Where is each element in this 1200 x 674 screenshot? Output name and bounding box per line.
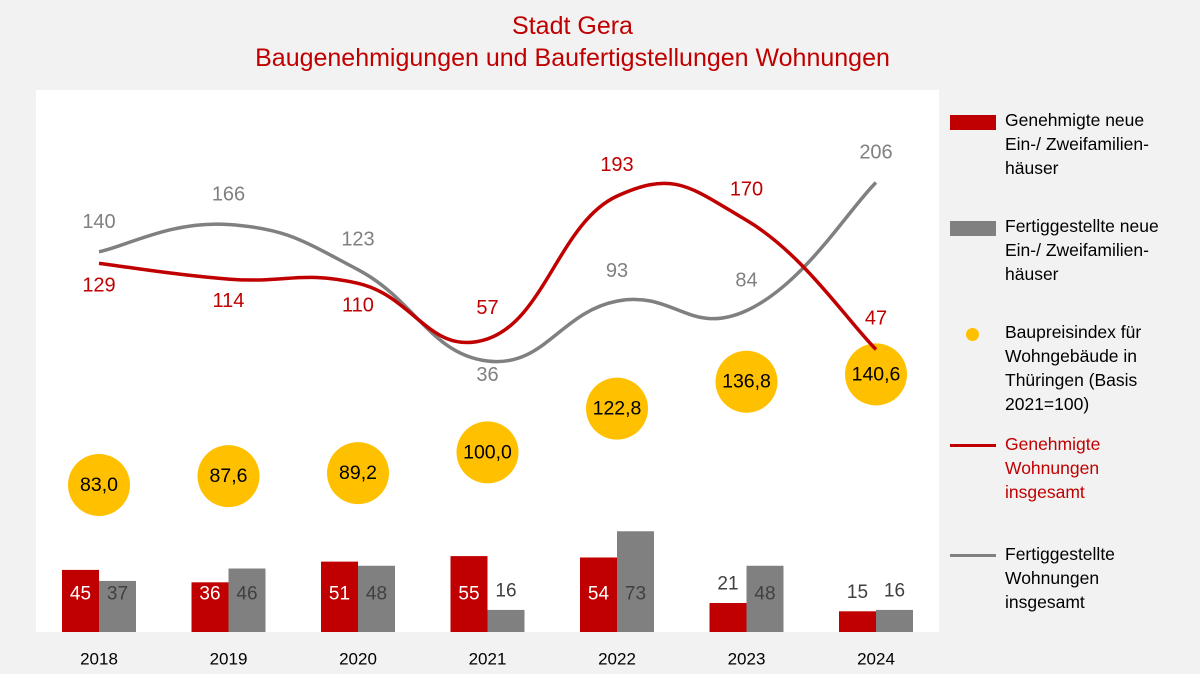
legend-symbol-line [950,444,996,447]
line-label-genehmigt-2019: 114 [213,290,245,312]
legend-text-line: insgesamt [1005,592,1085,612]
line-label-fertig-2018: 140 [82,211,115,233]
legend-text-line: Genehmigte [1005,434,1101,454]
line-label-genehmigt-2022: 193 [600,154,633,176]
bar-label-genehmigt-2020: 51 [329,584,350,605]
bar-label-fertig-2023: 48 [754,584,775,605]
bar-fertig-2021 [487,609,525,632]
legend-text-line: Wohnungen [1005,458,1100,478]
line-label-fertig-2024: 206 [859,142,892,164]
index-label-2023: 136,8 [722,371,771,393]
chart-title-line1: Stadt Gera [512,12,633,40]
index-label-2024: 140,6 [852,363,901,385]
index-label-2021: 100,0 [463,441,512,463]
bar-fertig-2020 [358,565,395,632]
x-tick-2020: 2020 [339,650,377,669]
line-fertiggestellte-wohnungen [98,181,878,364]
index-dot-2022 [586,377,648,440]
bar-genehmigt-2023 [709,603,747,632]
bar-label-fertig-2020: 48 [366,584,387,605]
bar-genehmigt-2019 [191,582,229,632]
x-tick-2022: 2022 [598,650,636,669]
x-tick-2018: 2018 [80,650,118,669]
index-dot-2023 [715,350,778,413]
legend-symbol-bar [950,221,996,236]
legend-text-line: Genehmigte neue [1005,110,1145,130]
legend-text-line: häuser [1005,264,1059,284]
index-label-2020: 89,2 [339,462,377,484]
bar-label-genehmigt-2024: 15 [847,582,868,603]
bar-label-fertig-2024: 16 [884,580,905,601]
bar-genehmigt-2021 [450,556,488,632]
bar-label-genehmigt-2022: 54 [588,584,610,605]
index-label-2019: 87,6 [210,465,248,487]
line-label-fertig-2023: 84 [735,270,757,292]
bar-fertig-2022 [617,531,654,632]
legend-text-line: Baupreisindex für [1005,322,1142,342]
line-label-fertig-2020: 123 [341,229,374,251]
legend-symbol-bar [950,115,996,130]
line-label-fertig-2019: 166 [212,184,245,206]
bar-label-fertig-2021: 16 [495,580,516,601]
index-label-2022: 122,8 [593,398,642,420]
bar-genehmigt-2024 [839,611,876,632]
bar-label-genehmigt-2021: 55 [458,584,479,605]
bar-label-genehmigt-2023: 21 [717,574,738,595]
bar-label-genehmigt-2018: 45 [70,584,91,605]
line-label-genehmigt-2024: 47 [865,307,887,329]
legend-text-line: Wohnungen [1005,568,1100,588]
legend: Genehmigte neue Ein-/ Zweifamilien-häuser… [950,0,1200,674]
x-tick-2024: 2024 [857,650,895,669]
line-label-genehmigt-2023: 170 [730,178,763,200]
bar-fertig-2023 [746,565,784,632]
legend-symbol-line [950,554,996,557]
legend-text-line: Fertiggestellte [1005,544,1115,564]
legend-text-line: Ein-/ Zweifamilien- [1005,240,1149,260]
bar-fertig-2019 [228,568,266,632]
index-label-2018: 83,0 [80,474,118,496]
x-tick-2019: 2019 [210,650,248,669]
bar-label-fertig-2022: 73 [625,584,646,605]
index-dot-2018 [68,454,130,516]
bar-label-fertig-2019: 46 [236,584,257,605]
chart-title-line2: Baugenehmigungen und Baufertigstellungen… [255,44,890,72]
legend-text-line: Wohngebäude in [1005,346,1138,366]
legend-text-line: 2021=100) [1005,394,1090,414]
x-tick-2023: 2023 [728,650,766,669]
bar-label-genehmigt-2019: 36 [199,584,220,605]
x-tick-2021: 2021 [469,650,507,669]
legend-symbol-dot [966,328,979,341]
line-label-fertig-2022: 93 [606,260,628,282]
legend-text-line: Ein-/ Zweifamilien- [1005,134,1149,154]
index-dot-2019 [197,445,260,508]
line-label-genehmigt-2018: 129 [82,274,115,296]
legend-text-line: häuser [1005,158,1059,178]
legend-text-line: Fertiggestellte neue [1005,216,1159,236]
index-dot-2024 [845,343,907,406]
chart-title: Stadt Gera Baugenehmigungen und Bauferti… [0,10,1145,74]
legend-text-line: Thüringen (Basis [1005,370,1138,390]
line-label-genehmigt-2021: 57 [476,297,498,319]
bar-genehmigt-2018 [62,569,99,632]
bar-label-fertig-2018: 37 [107,584,128,605]
bar-fertig-2024 [876,609,913,632]
bar-fertig-2018 [99,580,136,632]
bar-genehmigt-2020 [321,561,358,632]
index-dot-2020 [327,442,389,505]
line-label-genehmigt-2020: 110 [342,294,374,316]
index-dot-2021 [456,421,519,484]
line-genehmigte-wohnungen [98,181,878,351]
legend-text-line: insgesamt [1005,482,1085,502]
line-label-fertig-2021: 36 [476,364,498,386]
bar-genehmigt-2022 [580,557,617,632]
